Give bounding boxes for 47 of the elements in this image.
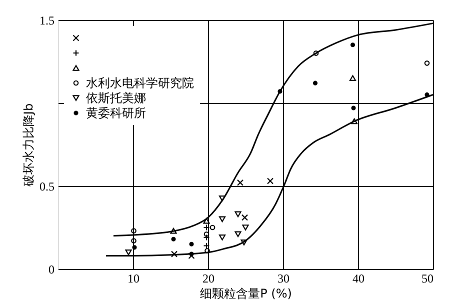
x-axis-title: 细颗粒含量P (%) — [200, 286, 292, 300]
point — [218, 196, 226, 202]
point — [203, 218, 210, 224]
point — [242, 224, 249, 230]
point — [350, 118, 358, 124]
legend-label: 依斯托美娜 — [86, 91, 146, 105]
point — [349, 75, 356, 82]
point — [170, 250, 178, 258]
point — [132, 245, 137, 250]
point — [204, 231, 210, 237]
point — [218, 234, 226, 240]
point — [350, 42, 356, 48]
point — [189, 242, 194, 246]
x-tick-label: 10 — [128, 272, 140, 286]
point — [312, 80, 318, 86]
point — [240, 240, 248, 246]
point — [210, 224, 216, 230]
point — [241, 214, 248, 221]
legend-label: 黄委科研所 — [86, 106, 146, 120]
point — [218, 216, 226, 222]
point — [234, 231, 242, 238]
x-tick-label: 20 — [202, 272, 214, 286]
x-tick-label: 30 — [278, 272, 290, 286]
point — [171, 236, 176, 242]
point — [203, 224, 210, 231]
y-tick-label: 0 — [48, 262, 54, 276]
point — [313, 50, 319, 56]
legend-label: 水利水电科学研究院 — [86, 76, 194, 90]
point — [424, 60, 430, 66]
y-tick-label: 0.5 — [40, 180, 54, 194]
x-tick-label: 50 — [422, 272, 434, 286]
point — [236, 179, 244, 186]
point — [189, 252, 194, 256]
y-tick-label: 1.5 — [40, 14, 54, 28]
point — [203, 234, 210, 241]
point — [266, 178, 274, 184]
point — [351, 106, 356, 110]
point — [170, 228, 177, 234]
point — [203, 242, 210, 250]
point — [424, 92, 430, 97]
x-tick-label: 40 — [352, 272, 364, 286]
point — [131, 228, 136, 234]
y-axis-title: 破坏水力比降Jb — [22, 103, 36, 188]
point — [234, 211, 242, 218]
point — [278, 89, 282, 94]
point — [131, 238, 136, 244]
point — [125, 249, 132, 256]
